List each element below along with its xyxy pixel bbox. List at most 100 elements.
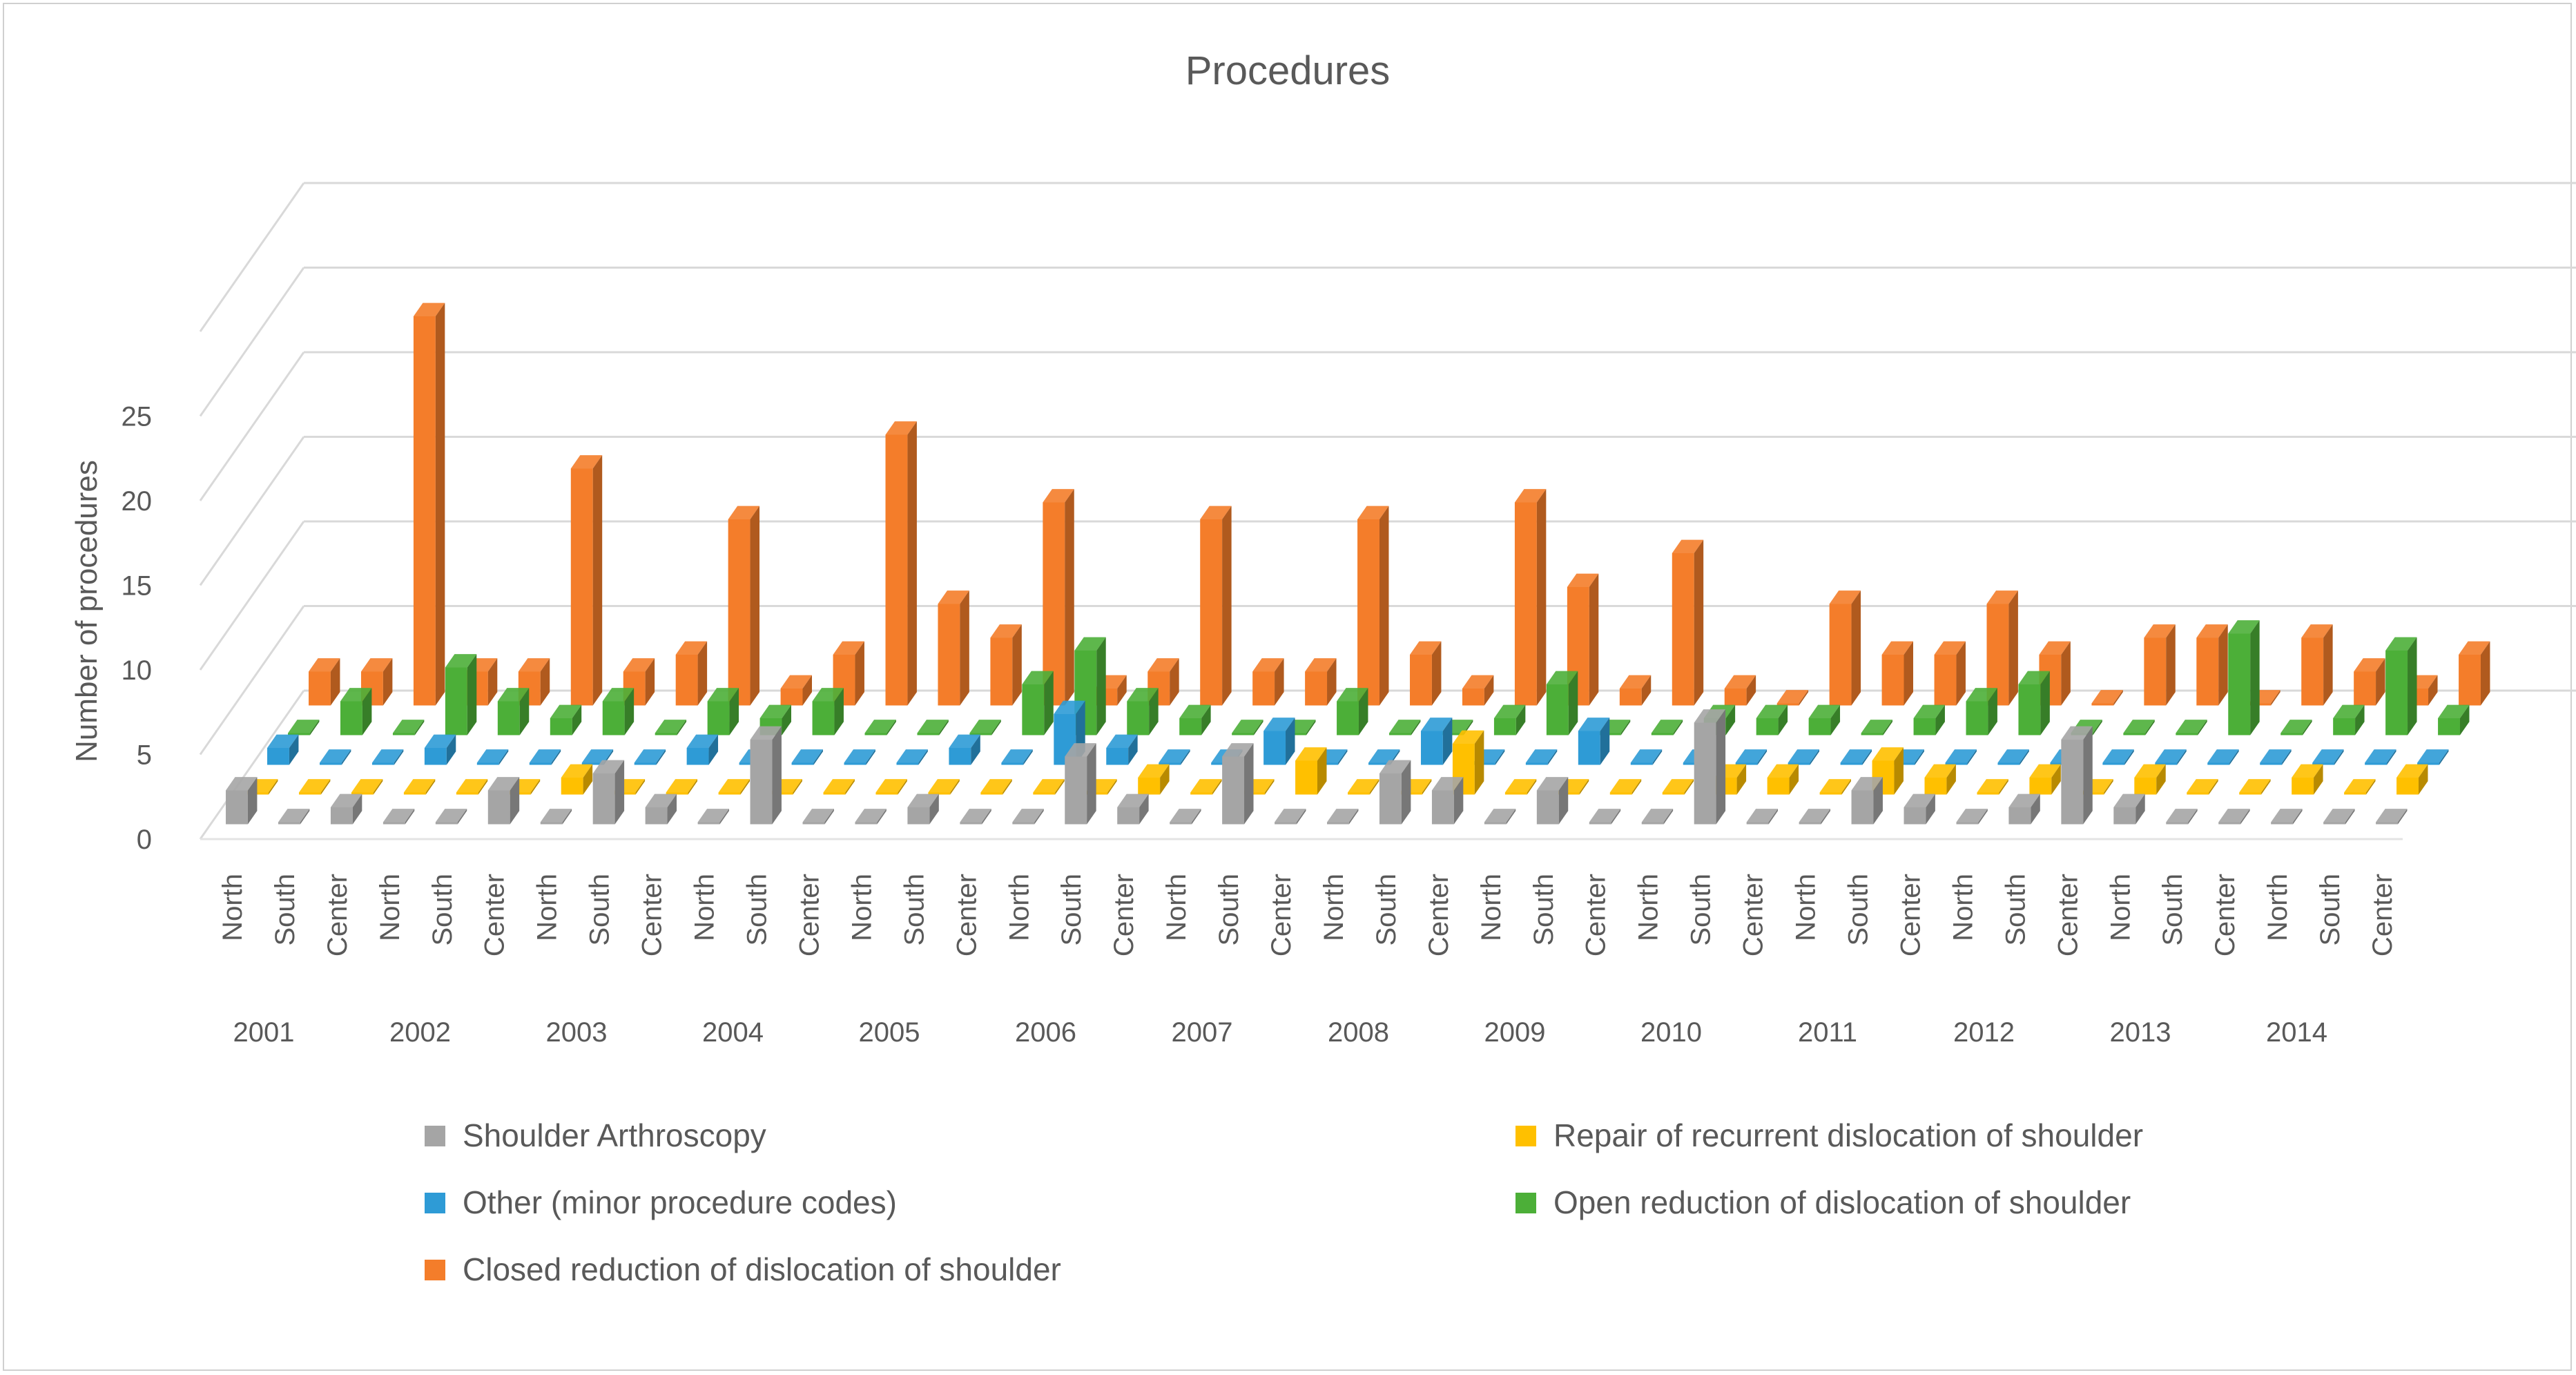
bar-top-face (2207, 749, 2239, 763)
bar (476, 749, 509, 765)
bar (1756, 704, 1788, 735)
bar-top-face (896, 749, 928, 763)
bar-side-face (1652, 749, 1663, 765)
bar-front-face (1337, 701, 1359, 735)
legend-swatch (425, 1260, 445, 1280)
bar (540, 809, 572, 825)
bar (1337, 688, 1368, 735)
bar-side-face (2366, 779, 2376, 795)
bar (2018, 671, 2050, 735)
bar-top-face (2144, 624, 2176, 638)
bar-top-face (2029, 764, 2061, 778)
bar-side-face (1579, 779, 1589, 795)
bar-side-face (1506, 809, 1516, 825)
bar-top-face (1022, 671, 1054, 684)
bar (456, 779, 488, 795)
bar (2061, 726, 2093, 825)
bar-top-face (1033, 779, 1065, 793)
bar (1776, 690, 1809, 706)
bar-top-face (1799, 809, 1830, 823)
bar-side-face (1149, 688, 1159, 735)
bar-front-face (907, 807, 930, 825)
bar-top-face (1127, 688, 1159, 702)
bar-top-face (2196, 624, 2228, 638)
bar-front-face (1431, 790, 1454, 825)
bar-top-face (1054, 700, 1085, 714)
bar (2396, 764, 2428, 795)
bar-side-face (2293, 809, 2303, 825)
bar-top-face (928, 779, 960, 793)
bar-side-face (1170, 658, 1179, 706)
bar-front-face (508, 792, 531, 795)
bar-front-face (1012, 822, 1035, 825)
bar-front-face (2187, 792, 2209, 795)
bar-front-face (2050, 762, 2073, 765)
bar-side-face (487, 658, 498, 706)
bar (960, 809, 991, 825)
bar-front-face (1275, 822, 1297, 825)
bar (1410, 641, 1442, 706)
bar-side-face (1746, 675, 1756, 706)
bar (1851, 777, 1883, 825)
bar-top-face (2459, 641, 2490, 655)
bar-side-face (1192, 809, 1201, 825)
bar-side-face (405, 809, 415, 825)
bar (917, 720, 949, 735)
bar-front-face (1619, 689, 1642, 706)
bar-front-face (445, 667, 467, 735)
bar-top-face (1881, 641, 1913, 655)
bar-side-face (1883, 720, 1892, 735)
bar-top-face (1904, 794, 1935, 807)
bar-front-face (371, 762, 394, 765)
bar (791, 749, 823, 765)
bar-side-face (960, 590, 969, 706)
bar-side-face (2387, 749, 2396, 765)
bar (666, 779, 698, 795)
bar-side-face (540, 658, 550, 706)
bar-top-face (487, 777, 520, 791)
bar-side-face (2314, 764, 2323, 795)
bar-side-face (2145, 720, 2155, 735)
bar-front-face (1641, 822, 1664, 825)
bar-top-face (875, 779, 907, 793)
bar-top-face (1222, 743, 1254, 757)
bar-side-face (446, 734, 456, 765)
legend-label: Repair of recurrent dislocation of shoul… (1553, 1117, 2143, 1153)
bar-top-face (675, 641, 708, 655)
bar-front-face (1997, 762, 2020, 765)
x-tick-label-region: South (1214, 874, 1244, 946)
bar-front-face (278, 822, 300, 825)
bar-top-face (1945, 749, 1977, 763)
bar-front-face (864, 733, 887, 735)
bar-front-face (1473, 762, 1495, 765)
bar-side-face (1830, 704, 1841, 735)
bar (1578, 718, 1610, 765)
bar-top-face (1819, 779, 1851, 793)
bar-side-face (635, 779, 646, 795)
bar-top-face (2323, 809, 2355, 823)
bar-side-face (498, 749, 509, 765)
bar-front-face (1956, 822, 1979, 825)
bar-top-face (1065, 743, 1096, 757)
bar (2218, 809, 2250, 825)
legend-swatch (1515, 1126, 1536, 1146)
bar-top-face (1662, 779, 1694, 793)
bar (2333, 704, 2365, 735)
bar-front-face (2134, 778, 2157, 795)
bar-front-face (2207, 762, 2230, 765)
bar-side-face (2198, 720, 2207, 735)
bar-top-face (435, 809, 467, 823)
bar (1641, 809, 1674, 825)
x-tick-label-region: North (2263, 874, 2293, 941)
bar-front-face (550, 718, 572, 735)
bar (949, 734, 980, 765)
bar (2376, 809, 2408, 825)
bar-front-face (1504, 792, 1527, 795)
bar-front-face (613, 792, 636, 795)
bar-top-face (2228, 620, 2260, 634)
bar-top-face (1420, 718, 1453, 731)
bar-top-face (666, 779, 698, 793)
bar-front-face (1683, 762, 1705, 765)
gridline-depth (199, 436, 305, 586)
